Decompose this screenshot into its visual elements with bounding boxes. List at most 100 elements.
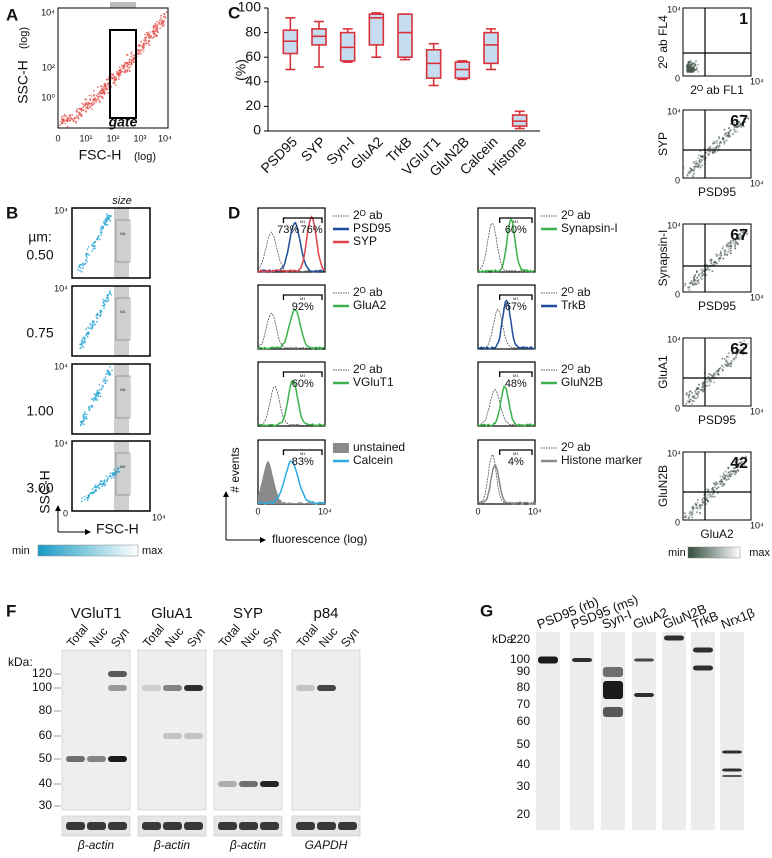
event-dot (729, 252, 732, 255)
event-dot (85, 258, 87, 261)
event-dot (99, 395, 102, 398)
event-dot (699, 506, 702, 509)
event-dot (102, 301, 105, 303)
event-dot (707, 375, 710, 378)
event-dot (697, 163, 700, 166)
event-dot (86, 256, 88, 259)
event-dot (86, 499, 89, 502)
event-dot (692, 175, 694, 178)
blot-lane (632, 632, 656, 830)
event-dot (110, 293, 113, 296)
blot-band (693, 647, 713, 653)
event-dot (732, 472, 735, 474)
loading-control: β-actin (229, 838, 267, 852)
event-dot (744, 455, 747, 458)
event-dot (693, 279, 696, 282)
event-dot (741, 234, 744, 237)
event-dot (96, 237, 99, 240)
event-dot (104, 483, 107, 485)
event-dot (743, 462, 746, 465)
mw-marker: 80 (517, 680, 531, 694)
y-tick-label: 60 (245, 48, 261, 64)
y-tick-label: 40 (245, 73, 261, 89)
event-dot (713, 375, 716, 378)
plot-frame (477, 284, 536, 350)
event-dot (139, 50, 142, 53)
event-dot (117, 467, 120, 470)
event-dot (742, 125, 745, 128)
event-dot (707, 147, 710, 150)
event-dot (108, 371, 111, 374)
x-tick-label: 0 (63, 508, 68, 518)
event-dot (688, 515, 691, 518)
event-dot (729, 249, 732, 252)
event-dot (63, 115, 65, 117)
event-dot (104, 218, 107, 221)
scale-min: min (668, 547, 686, 559)
event-dot (696, 507, 699, 510)
event-dot (689, 282, 692, 285)
event-dot (77, 268, 79, 271)
event-dot (66, 118, 68, 121)
event-dot (691, 513, 694, 516)
region-label: M1 (120, 309, 126, 314)
event-dot (118, 75, 120, 78)
event-dot (59, 120, 62, 123)
marker-bracket (282, 449, 323, 455)
event-dot (85, 252, 88, 255)
percent-label: 83% (292, 456, 314, 468)
event-dot (695, 160, 698, 163)
event-dot (733, 469, 736, 472)
legend-label: TrkB (561, 298, 586, 312)
event-dot (98, 93, 101, 95)
blot-band (722, 768, 742, 772)
plot-frame (57, 7, 169, 129)
event-dot (684, 512, 686, 515)
event-dot (111, 474, 114, 477)
blot-band (163, 822, 182, 830)
event-dot (724, 132, 727, 135)
event-dot (99, 231, 102, 234)
event-dot (147, 41, 150, 43)
event-dot (726, 244, 729, 247)
event-dot (86, 260, 88, 263)
size-label: 0.75 (26, 325, 53, 341)
event-dot (712, 373, 715, 376)
x-tick-label: 10⁴ (318, 506, 332, 516)
event-dot (690, 513, 692, 516)
event-dot (746, 343, 749, 345)
blot-band (296, 685, 315, 691)
event-dot (694, 507, 696, 510)
x-axis-label: fluorescence (log) (272, 532, 367, 546)
event-dot (747, 117, 750, 120)
event-dot (93, 98, 96, 101)
legend-label: 2ᴼ ab (561, 208, 591, 222)
event-dot (741, 456, 744, 459)
event-dot (697, 63, 700, 66)
event-dot (737, 465, 740, 468)
event-dot (79, 269, 81, 272)
event-dot (695, 392, 698, 395)
event-dot (104, 376, 107, 379)
event-dot (83, 498, 86, 501)
y-axis-label: (%) (233, 59, 249, 81)
event-dot (132, 57, 135, 59)
x-tick-label: SYP (298, 133, 329, 164)
event-dot (728, 131, 731, 134)
region-label: M1 (120, 231, 126, 236)
blot-band (108, 822, 127, 830)
legend-label: VGluT1 (353, 375, 394, 389)
event-dot (739, 233, 742, 235)
event-dot (735, 241, 738, 244)
event-dot (697, 383, 700, 386)
event-dot (82, 346, 85, 348)
event-dot (90, 405, 93, 408)
event-dot (98, 391, 100, 394)
event-dot (727, 471, 730, 474)
event-dot (691, 281, 693, 284)
event-dot (699, 166, 702, 169)
event-dot (734, 243, 737, 246)
quadrant-percent: 67 (730, 227, 748, 244)
event-dot (727, 364, 730, 367)
event-dot (86, 335, 89, 338)
